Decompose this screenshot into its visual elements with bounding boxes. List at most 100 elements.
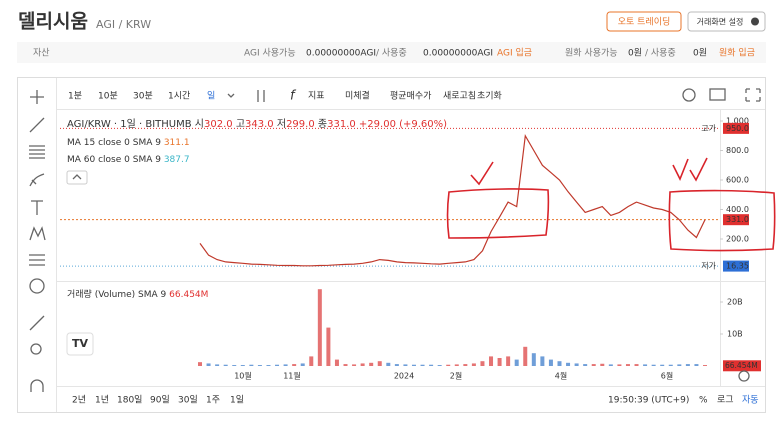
open-orders-button[interactable]: 미체결 [345,91,370,102]
fx-icon[interactable]: f [290,89,297,104]
high-label: 고가 [701,124,716,133]
collapse-arrow[interactable] [72,174,82,180]
last-tag-label: 331.0 [726,215,749,224]
range-1d[interactable]: 1일 [230,395,244,406]
crosshair-tool[interactable] [30,90,44,104]
avg-price-button[interactable]: 평균매수가 [390,91,431,102]
settings-icon[interactable] [682,88,696,102]
annotation-check [672,157,708,182]
volume-bar [480,361,485,366]
settings-button[interactable] [687,11,766,32]
percent-toggle[interactable]: % [699,396,708,406]
fib-tool[interactable] [29,145,45,159]
ruler-tool[interactable] [29,315,45,331]
volume-legend: 거래량 (Volume) SMA 9 66.454M [67,288,208,300]
auto-toggle[interactable]: 자동 [742,395,759,406]
volume-bar [625,364,630,366]
low-value: 299.0 [286,119,315,130]
interval-1m[interactable]: 1분 [68,91,82,102]
time-label: 6월 [661,371,673,381]
interval-1h[interactable]: 1시간 [168,91,190,102]
volume-bar [403,364,408,366]
range-90d[interactable]: 90일 [150,395,170,406]
low-tag-label: 16.35 [726,262,749,271]
tv-mark: TV [72,337,89,350]
agi-used: 0.00000000AGI [423,49,493,59]
open-label: 시 [195,118,204,130]
settings-label[interactable]: 거래화면 설정 [697,17,744,27]
volume-bar [660,364,665,366]
measure-tool[interactable] [29,254,45,266]
volume-bar [489,356,494,366]
volume-bar [257,365,262,366]
volume-bar [608,364,613,366]
krw-deposit[interactable]: 원화 입금 [719,47,755,59]
tradingview-logo [66,332,94,356]
volume-bar [369,362,374,366]
range-1y[interactable]: 1년 [95,395,109,406]
price-tick-label: 600.0 [726,176,749,185]
emoji-tool[interactable] [29,278,45,294]
interval-10m[interactable]: 10분 [98,91,118,102]
indicator-button[interactable]: 지표 [308,91,325,102]
time-label: 2024 [394,372,414,381]
volume-bar [540,356,545,366]
refresh-button[interactable]: 새로고침 [443,91,476,102]
candle-type-icon[interactable] [257,90,265,102]
magnet-tool[interactable] [30,379,44,392]
symbol: AGI/KRW · 1일 · BITHUMB [67,118,192,130]
high-label: 고 [236,119,245,130]
volume-bar [548,359,553,366]
text-tool[interactable] [31,200,43,215]
interval-day[interactable]: 일 [207,91,215,102]
volume-bar [377,361,382,366]
balance-bar [17,42,766,63]
volume-bar [240,365,245,366]
scale-settings[interactable] [738,370,750,382]
last-tag [723,214,749,226]
brush-tool[interactable] [29,173,45,187]
krw-used: 0원 [693,48,707,59]
gear-icon[interactable] [751,17,759,26]
annotations [446,157,776,252]
coin-title: 델리시움 [18,11,88,33]
clock: 19:50:39 (UTC+9) [608,396,689,406]
volume-bar [275,364,280,366]
annotation-box [446,188,550,239]
zoom-tool[interactable] [30,343,42,355]
snapshot-icon[interactable] [709,88,726,101]
high-value: 343.0 [245,119,274,130]
legend-collapse[interactable] [66,170,88,185]
volume-bar [266,365,271,366]
fullscreen-icon[interactable] [745,88,761,102]
range-180d[interactable]: 180일 [117,395,142,406]
range-2y[interactable]: 2년 [72,395,86,406]
low-tag [723,260,749,272]
volume-bar [300,363,305,366]
reset-button[interactable]: 초기화 [477,91,502,102]
log-toggle[interactable]: 로그 [717,396,734,406]
range-1w[interactable]: 1주 [206,395,220,406]
annotation-check [470,161,494,186]
ma60-value: 387.7 [164,155,190,165]
volume-bar [643,364,648,366]
price-tick-label: 400.0 [726,205,749,214]
pattern-tool[interactable] [29,226,46,241]
volume-bar [206,363,211,366]
line-tool[interactable] [29,117,45,133]
drawing-tools [29,90,46,392]
volume-bar [694,364,699,366]
volume-bar [523,346,528,366]
agi-deposit[interactable]: AGI 입금 [497,47,532,59]
interval-30m[interactable]: 30분 [133,91,153,102]
high-tag-label: 950.0 [726,124,749,133]
auto-trading-label[interactable]: 오토 트레이딩 [618,17,671,28]
volume-tick-label: 20B [727,298,743,307]
range-30d[interactable]: 30일 [178,395,198,406]
high-tag [723,122,749,134]
interval-dropdown[interactable] [227,93,235,98]
chart-marks: 1,000 800.0 600.0 400.0 200.0 고가 950.0 저가 16.35 3… [60,117,761,381]
time-label: 11월 [283,371,301,381]
auto-trading-button[interactable] [606,11,682,32]
volume-bar [317,289,322,366]
